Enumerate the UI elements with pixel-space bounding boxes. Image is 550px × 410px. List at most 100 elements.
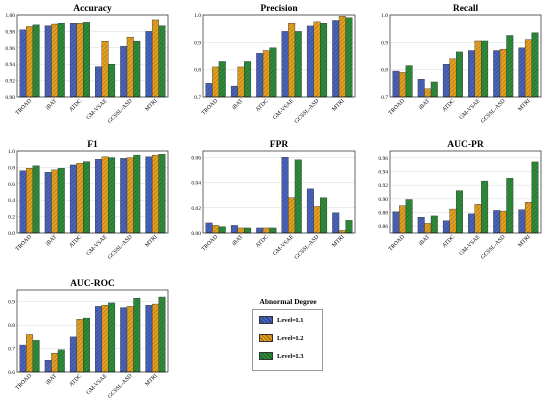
x-tick-label: iBAT [418, 234, 431, 247]
x-tick-label: ATDC [68, 373, 83, 388]
bar-troad-l2 [26, 334, 34, 373]
y-tick-label: 0.7 [8, 347, 15, 353]
bar-gm-vsae-l1 [95, 306, 103, 373]
y-tick-label: 1.00 [5, 13, 15, 19]
bar-atdc-l1 [69, 164, 77, 234]
x-tick-label: MTRI [144, 234, 159, 249]
x-tick-label: ATDC [68, 234, 83, 249]
bar-atdc-l3 [455, 51, 463, 98]
bar-gm-vsae-l1 [281, 31, 289, 98]
x-tick-label: iBAT [45, 98, 58, 111]
y-tick-label: 0.00 [191, 231, 201, 237]
bar-troad-l3 [32, 24, 40, 98]
x-tick-label: iBAT [418, 98, 431, 111]
x-tick-label: iBAT [231, 234, 244, 247]
x-tick-label: ATDC [68, 98, 83, 113]
bar-troad-l2 [399, 72, 407, 98]
y-tick-label: 0.8 [8, 323, 15, 329]
bar-atdc-l1 [256, 53, 264, 98]
bar-mtri-l2 [524, 202, 532, 234]
x-tick-label: GCSSL-ASD [480, 98, 507, 125]
chart-6: AUC-ROC 0.6 0.7 0.8 0.9 TROAD iBAT ATDC GM-VSAEG… [8, 279, 169, 400]
bar-troad-l1 [19, 29, 27, 98]
plot-frame [389, 150, 542, 234]
bar-mtri-l3 [345, 17, 353, 98]
y-tick-label: 0.7 [381, 95, 388, 101]
bar-troad-l2 [399, 205, 407, 234]
bar-gcssl-asd-l2 [499, 210, 507, 234]
y-tick-label: 0.96 [378, 156, 388, 162]
chart-title: Accuracy [73, 4, 112, 14]
y-tick-label: 0.90 [378, 197, 388, 203]
y-tick-label: 0.88 [378, 211, 388, 217]
bar-troad-l3 [32, 340, 40, 373]
bar-ibat-l2 [424, 223, 432, 234]
x-tick-label: GM-VSAE [86, 98, 109, 121]
bar-gm-vsae-l2 [101, 41, 109, 98]
bar-mtri-l1 [332, 212, 340, 234]
bar-ibat-l2 [51, 169, 59, 234]
x-tick-label: GCSSL-ASD [294, 234, 321, 261]
bar-troad-l1 [19, 344, 27, 373]
bar-gm-vsae-l3 [481, 40, 489, 98]
bar-troad-l1 [392, 211, 400, 234]
bar-troad-l1 [205, 222, 213, 234]
bar-mtri-l2 [151, 19, 159, 98]
bar-gcssl-asd-l2 [126, 306, 134, 373]
y-tick-label: 0.9 [381, 40, 388, 46]
legend-label-l3: Level=L3 [277, 352, 304, 360]
x-tick-label: iBAT [45, 234, 58, 247]
x-tick-label: GM-VSAE [272, 98, 295, 121]
bar-ibat-l2 [237, 66, 245, 98]
y-tick-label: 0.86 [378, 224, 388, 230]
bar-mtri-l1 [145, 31, 153, 98]
bar-ibat-l3 [244, 227, 252, 234]
legend-label-l1: Level=L1 [277, 316, 304, 324]
legend-swatch-l2 [259, 334, 273, 342]
x-tick-label: ATDC [441, 234, 456, 249]
plot-frame [16, 289, 169, 373]
bar-troad-l1 [205, 83, 213, 98]
bar-gcssl-asd-l1 [493, 210, 501, 234]
x-tick-label: GM-VSAE [86, 373, 109, 396]
bar-gcssl-asd-l2 [126, 36, 134, 98]
legend-swatch-l3 [259, 352, 273, 360]
bar-gm-vsae-l2 [101, 156, 109, 234]
plot-frame [16, 14, 169, 98]
bar-gcssl-asd-l3 [133, 41, 141, 98]
x-tick-label: TROAD [201, 234, 219, 252]
bar-atdc-l1 [69, 23, 77, 98]
x-tick-label: TROAD [201, 98, 219, 116]
bar-ibat-l1 [44, 25, 52, 98]
bar-troad-l3 [218, 226, 226, 234]
x-tick-label: MTRI [331, 234, 346, 249]
y-tick-label: 0.4 [8, 198, 15, 204]
x-tick-label: iBAT [231, 98, 244, 111]
chart-title: AUC-ROC [70, 279, 115, 289]
x-tick-label: ATDC [255, 234, 270, 249]
bar-atdc-l2 [76, 163, 84, 234]
bar-ibat-l1 [417, 79, 425, 98]
x-tick-label: GM-VSAE [272, 234, 295, 257]
bar-mtri-l2 [338, 16, 346, 98]
bar-troad-l2 [26, 168, 34, 234]
chart-2: Recall 0.7 0.8 0.9 1.0 TROAD iBAT ATDC GM-VSAEGC… [381, 4, 542, 125]
bar-gcssl-asd-l1 [306, 25, 314, 98]
bar-troad-l3 [218, 61, 226, 98]
y-tick-label: 0.94 [5, 62, 15, 68]
x-tick-label: GM-VSAE [459, 234, 482, 257]
x-tick-label: TROAD [15, 98, 33, 116]
bar-gm-vsae-l3 [294, 159, 302, 234]
x-tick-label: MTRI [144, 373, 159, 388]
x-tick-label: GM-VSAE [86, 234, 109, 257]
bar-gm-vsae-l2 [288, 197, 296, 234]
y-tick-label: 0.9 [8, 300, 15, 306]
bar-ibat-l3 [57, 349, 65, 373]
chart-title: Recall [453, 4, 479, 14]
bar-gm-vsae-l3 [108, 157, 116, 234]
bar-ibat-l1 [230, 85, 238, 98]
bar-gm-vsae-l2 [288, 23, 296, 98]
x-tick-label: GM-VSAE [459, 98, 482, 121]
